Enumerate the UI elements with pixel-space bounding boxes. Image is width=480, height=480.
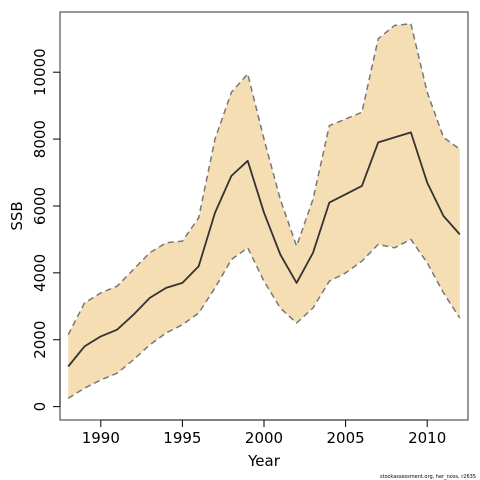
y-tick-label: 2000	[31, 321, 49, 359]
x-axis-title: Year	[247, 452, 281, 470]
y-tick-label: 10000	[31, 48, 49, 96]
credit-text: stockassessment.org, her_noss, r2635	[380, 474, 476, 480]
x-tick-label: 2005	[327, 429, 365, 447]
y-axis-title: SSB	[8, 201, 26, 230]
y-tick-label: 0	[31, 402, 49, 412]
ssb-estimate-line	[67, 131, 461, 368]
x-tick-label: 2010	[408, 429, 446, 447]
upper-bound-line	[67, 22, 461, 336]
y-tick-label: 6000	[31, 187, 49, 225]
x-tick-label: 1995	[163, 429, 201, 447]
y-tick-label: 4000	[31, 254, 49, 292]
x-tick-label: 2000	[245, 429, 283, 447]
y-tick-label: 8000	[31, 120, 49, 158]
lower-bound-line	[67, 238, 461, 399]
x-tick-label: 1990	[82, 429, 120, 447]
